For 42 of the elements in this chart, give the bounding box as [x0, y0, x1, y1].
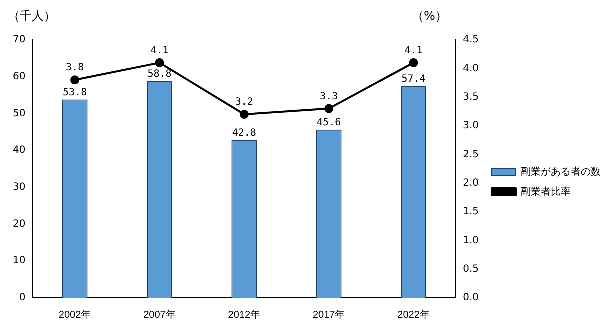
data-label: 42.8 [232, 128, 256, 139]
y-tick-label: 0 [19, 292, 26, 304]
y2-tick-label: 2.5 [463, 149, 480, 160]
y2-axis-title: （%） [412, 8, 448, 25]
y-tick-label: 70 [12, 34, 26, 46]
data-label: 45.6 [317, 118, 342, 129]
data-label: 4.1 [404, 46, 423, 57]
x-tick-label: 2012年 [228, 308, 261, 321]
y-tick-label: 50 [12, 108, 26, 120]
data-label: 57.4 [402, 74, 426, 86]
y-tick-label: 40 [12, 145, 26, 156]
x-tick-label: 2022年 [398, 308, 430, 321]
point [70, 76, 80, 85]
point [409, 58, 418, 68]
x-tick-label: 2002年 [58, 308, 92, 321]
y2-tick-label: 1.5 [463, 206, 480, 218]
data-label: 3.3 [320, 91, 338, 102]
data-label: 4.1 [150, 46, 169, 57]
y2-tick-label: 2.0 [463, 178, 480, 189]
point [240, 110, 249, 120]
y2-tick-label: 3.5 [463, 92, 480, 103]
legend-label: 副業者比率 [521, 186, 571, 198]
legend-label: 副業がある者の数 [521, 166, 601, 178]
data-label: 3.8 [66, 62, 84, 74]
y-axis-title: （千人） [8, 8, 56, 25]
y-tick-label: 30 [12, 182, 26, 194]
data-label: 53.8 [63, 87, 88, 98]
y2-tick-label: 1.0 [463, 235, 480, 246]
x-tick-label: 2007年 [144, 308, 176, 321]
data-label: 58.8 [148, 68, 172, 80]
point [324, 104, 334, 114]
y2-tick-label: 4.5 [463, 34, 480, 46]
data-label: 3.2 [235, 97, 254, 108]
y-tick-label: 10 [12, 256, 26, 267]
x-tick-label: 2017年 [312, 308, 346, 321]
y2-tick-label: 3.0 [463, 120, 480, 132]
y2-tick-label: 0.5 [463, 264, 480, 275]
y2-tick-label: 4.0 [463, 63, 480, 74]
y-tick-label: 20 [12, 218, 26, 230]
y-tick-label: 60 [12, 71, 26, 82]
y2-tick-label: 0.0 [463, 292, 480, 304]
point [155, 58, 164, 68]
